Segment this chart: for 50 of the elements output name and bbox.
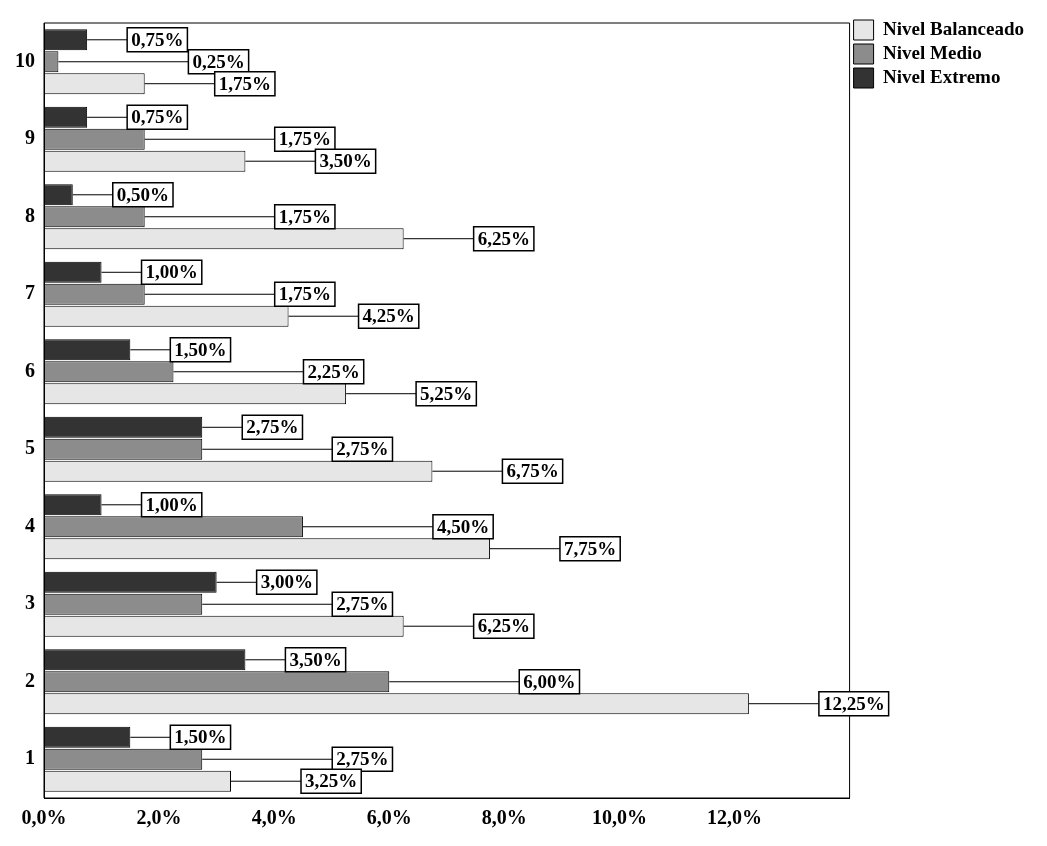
y-tick-label: 4	[25, 513, 35, 536]
y-tick-label: 5	[25, 436, 35, 459]
data-label: 1,75%	[218, 72, 271, 94]
data-label: 0,50%	[116, 183, 170, 205]
data-label: 12,25%	[822, 692, 885, 714]
data-label: 4,50%	[436, 515, 490, 537]
data-label: 2,75%	[336, 748, 389, 770]
legend-label: Nivel Extremo	[883, 65, 1001, 87]
y-tick-label: 3	[25, 591, 35, 614]
data-label: 2,75%	[336, 438, 389, 460]
data-label: 2,75%	[246, 416, 299, 438]
data-label: 7,75%	[563, 537, 617, 559]
y-tick-label: 8	[25, 203, 35, 226]
data-label: 3,25%	[305, 770, 358, 792]
legend-label: Nivel Medio	[883, 41, 982, 63]
data-label: 5,25%	[420, 382, 473, 404]
data-label: 1,75%	[278, 128, 331, 150]
y-tick-label: 6	[25, 358, 35, 381]
data-label: 3,50%	[319, 150, 372, 172]
data-label: 0,75%	[131, 28, 184, 50]
x-tick-label: 4,0%	[251, 806, 297, 829]
y-tick-label: 7	[25, 281, 35, 304]
x-tick-label: 12,0%	[707, 806, 762, 829]
x-tick-label: 10,0%	[591, 806, 647, 829]
data-label: 0,25%	[192, 50, 245, 72]
data-label: 1,75%	[278, 283, 331, 305]
x-tick-label: 8,0%	[481, 806, 527, 829]
y-tick-label: 10	[15, 48, 35, 71]
data-label: 3,50%	[289, 648, 342, 670]
data-label: 6,25%	[477, 227, 530, 249]
data-label: 6,00%	[523, 670, 576, 692]
y-tick-label: 2	[25, 668, 35, 691]
data-label: 3,00%	[260, 571, 313, 593]
data-label: 2,25%	[307, 360, 360, 382]
x-tick-label: 2,0%	[136, 806, 182, 829]
data-label: 1,75%	[278, 205, 331, 227]
y-tick-label: 9	[25, 126, 35, 149]
data-label: 1,50%	[174, 338, 227, 360]
data-label: 1,50%	[174, 726, 227, 748]
data-label: 2,75%	[336, 593, 389, 615]
data-label: 0,75%	[131, 106, 184, 128]
x-tick-label: 6,0%	[366, 806, 412, 829]
data-label: 6,25%	[477, 615, 530, 637]
x-tick-label: 0,0%	[21, 806, 67, 829]
data-label: 1,00%	[145, 493, 198, 515]
data-label: 6,75%	[506, 460, 559, 482]
data-label: 4,25%	[362, 305, 415, 327]
legend-label: Nivel Balanceado	[883, 17, 1025, 39]
data-label: 1,00%	[145, 261, 198, 283]
y-tick-label: 1	[25, 746, 35, 769]
